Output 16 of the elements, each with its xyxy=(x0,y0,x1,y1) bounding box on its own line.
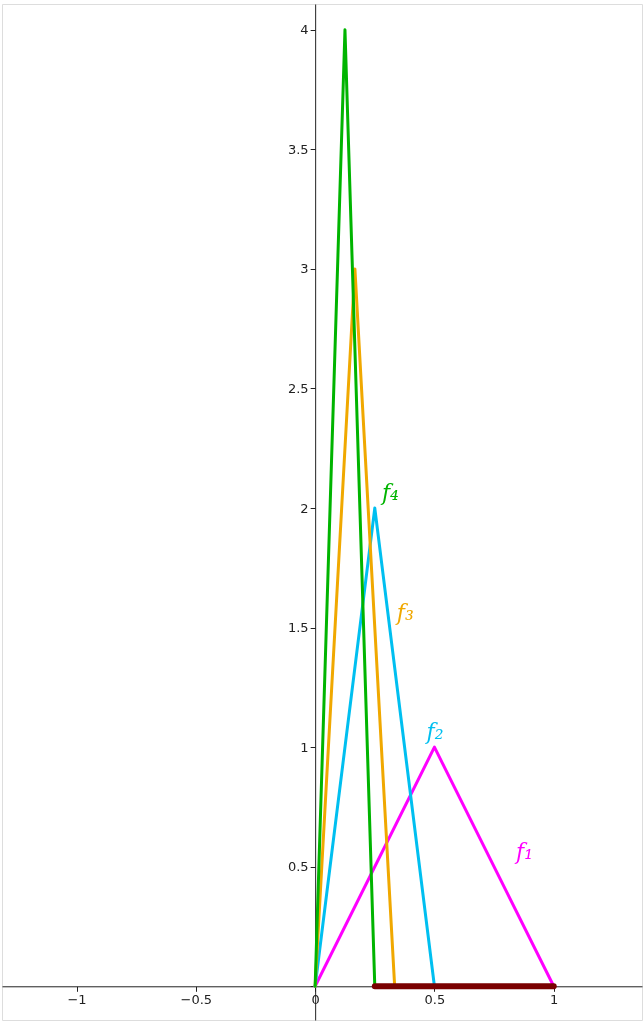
series-label: f₃ xyxy=(394,599,414,625)
y-tick-label: 3.5 xyxy=(287,141,309,157)
y-tick-label: 1 xyxy=(300,739,309,755)
x-tick-label: 0.5 xyxy=(424,991,446,1007)
y-tick-label: 1.5 xyxy=(287,620,309,636)
series-label: f₂ xyxy=(424,719,444,745)
series-label: f₁ xyxy=(514,838,534,864)
y-tick-label: 0.5 xyxy=(287,859,309,875)
y-tick-label: 4 xyxy=(300,22,309,38)
x-tick-label: −0.5 xyxy=(180,991,213,1007)
series-label: f₄ xyxy=(379,480,399,506)
x-tick-label: −1 xyxy=(67,991,87,1007)
y-tick-label: 2 xyxy=(300,500,309,516)
y-tick-label: 3 xyxy=(300,261,309,277)
y-tick-label: 2.5 xyxy=(287,381,309,396)
x-tick-label: 1 xyxy=(550,991,559,1007)
